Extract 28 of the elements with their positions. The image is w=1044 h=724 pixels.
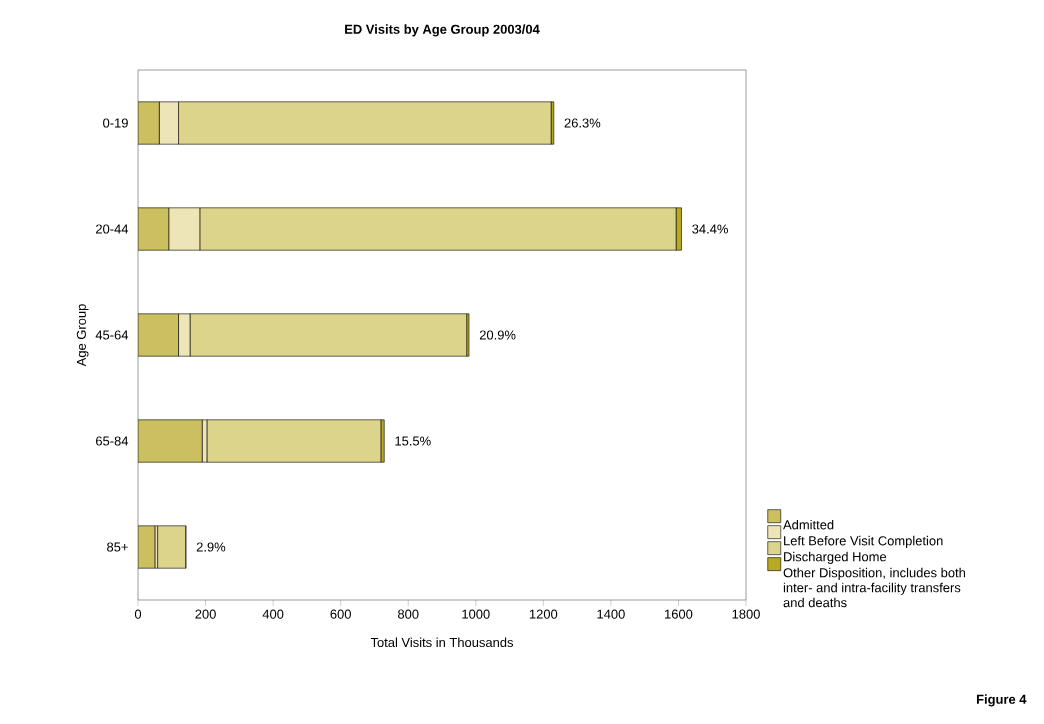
x-tick-label: 1200 (529, 609, 558, 619)
legend-label: Other Disposition, includes both inter- and intra-facility transfers and deaths (783, 567, 966, 608)
x-tick-label: 0 (134, 609, 142, 619)
x-tick-label: 800 (397, 609, 419, 619)
y-tick-label: 20-44 (96, 224, 129, 234)
x-tick-label: 1600 (665, 609, 693, 619)
chart-title: ED Visits by Age Group 2003/04 (345, 24, 540, 37)
y-axis-title: Age Group (76, 304, 89, 367)
y-tick-label: 0-19 (103, 118, 128, 128)
legend-label: Left Before Visit Completion (784, 535, 943, 548)
x-tick-label: 200 (195, 609, 216, 619)
legend-label: Admitted (783, 519, 834, 530)
annotation: 34.4% (692, 224, 728, 234)
x-tick-label: 1400 (597, 609, 625, 619)
y-tick-label: 45-64 (95, 330, 129, 340)
annotation: 2.9% (196, 542, 226, 552)
x-tick-label: 1000 (462, 609, 490, 619)
legend-label: Discharged Home (784, 551, 887, 564)
annotation: 20.9% (479, 330, 516, 340)
caption: Figure 4 (976, 694, 1027, 707)
x-tick-label: 600 (330, 609, 351, 619)
annotation: 15.5% (395, 436, 431, 446)
x-tick-label: 400 (262, 609, 284, 619)
x-axis-title: Total Visits in Thousands (370, 637, 514, 648)
x-tick-label: 1800 (732, 609, 760, 619)
y-tick-label: 65-84 (96, 436, 129, 446)
annotation: 26.3% (564, 118, 601, 128)
y-tick-label: 85+ (107, 542, 128, 552)
